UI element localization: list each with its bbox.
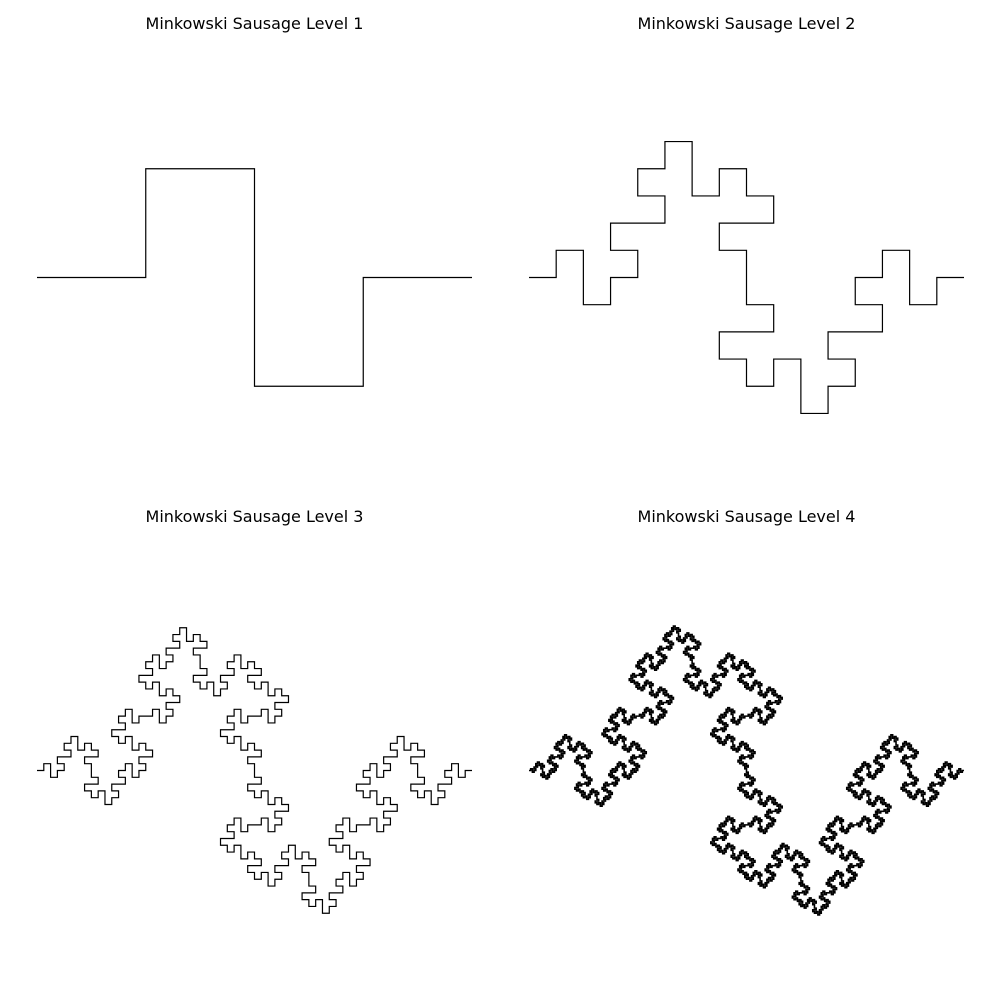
panel-level-4: Minkowski Sausage Level 4 [529, 507, 964, 967]
panel-level-1: Minkowski Sausage Level 1 [37, 14, 472, 474]
minkowski-curve-level-4 [529, 625, 964, 916]
curve-path [37, 627, 472, 914]
curve-path [37, 168, 472, 387]
curve-path [529, 140, 964, 415]
minkowski-curve-level-1 [37, 168, 472, 387]
curve-path [529, 625, 964, 916]
minkowski-curve-level-3 [37, 627, 472, 914]
panel-title: Minkowski Sausage Level 4 [637, 507, 856, 526]
minkowski-curve-level-2 [529, 140, 964, 415]
panel-title: Minkowski Sausage Level 2 [637, 14, 856, 33]
panel-title: Minkowski Sausage Level 1 [145, 14, 364, 33]
panel-level-3: Minkowski Sausage Level 3 [37, 507, 472, 967]
panel-level-2: Minkowski Sausage Level 2 [529, 14, 964, 474]
panel-title: Minkowski Sausage Level 3 [145, 507, 364, 526]
